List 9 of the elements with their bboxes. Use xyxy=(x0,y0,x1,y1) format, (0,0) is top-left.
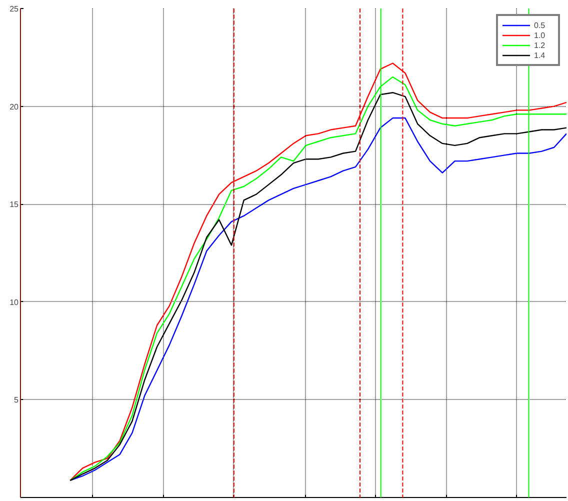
y-tick-label: 15 xyxy=(10,200,20,210)
legend-label: 1.0 xyxy=(534,30,546,40)
legend-label: 1.2 xyxy=(534,40,546,50)
y-tick-label: 25 xyxy=(10,4,20,14)
legend-label: 1.4 xyxy=(534,50,546,60)
y-tick-label: 10 xyxy=(10,298,20,307)
y-tick-label: 20 xyxy=(10,102,20,112)
legend-label: 0.5 xyxy=(534,20,546,30)
y-tick-label: 5 xyxy=(14,396,20,405)
